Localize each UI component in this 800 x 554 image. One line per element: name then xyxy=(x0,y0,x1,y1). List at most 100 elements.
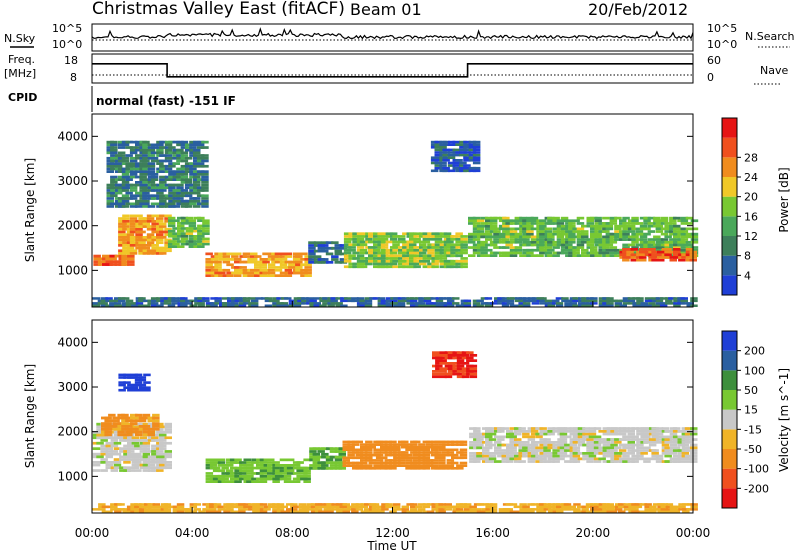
power-cell xyxy=(373,240,381,244)
velocity-cell xyxy=(147,427,155,431)
power-cell xyxy=(622,230,630,233)
power-cell xyxy=(455,248,463,252)
power-cell xyxy=(129,159,138,163)
power-cell xyxy=(463,148,471,152)
velocity-cell xyxy=(618,510,626,513)
power-cell xyxy=(568,246,576,249)
velocity-cell xyxy=(142,469,151,472)
power-cell xyxy=(121,199,130,203)
power-cell xyxy=(539,232,547,236)
power-cell xyxy=(238,302,247,305)
power-cell xyxy=(280,302,289,305)
velocity-cell xyxy=(205,477,214,481)
velocity-cell xyxy=(677,460,685,463)
velocity-cell xyxy=(164,441,172,445)
velocity-cell xyxy=(669,432,678,436)
velocity-cell xyxy=(469,427,477,430)
power-cell xyxy=(262,268,270,272)
power-cell xyxy=(180,202,189,206)
velocity-cell xyxy=(239,477,247,481)
velocity-cell xyxy=(272,505,280,509)
velocity-cell xyxy=(535,454,543,458)
power-cell xyxy=(125,164,133,168)
power-cell xyxy=(509,219,518,223)
power-cell xyxy=(110,162,118,165)
power-cell xyxy=(431,265,439,269)
velocity-cell xyxy=(212,466,221,470)
velocity-cell xyxy=(602,432,611,436)
velocity-cell xyxy=(360,451,368,454)
power-cell xyxy=(552,219,560,223)
power-cell xyxy=(602,246,610,249)
velocity-cell xyxy=(342,464,350,467)
velocity-cell xyxy=(292,510,300,513)
power-cell xyxy=(427,237,435,241)
power-cell xyxy=(446,240,454,244)
power-cell xyxy=(552,216,560,220)
velocity-cell xyxy=(535,427,543,430)
velocity-cell xyxy=(469,454,477,458)
velocity-cell xyxy=(530,454,539,458)
power-cell xyxy=(450,265,458,269)
power-cell xyxy=(184,156,193,160)
power-cell xyxy=(205,268,213,272)
power-cell xyxy=(547,240,555,244)
power-cell xyxy=(184,167,193,171)
velocity-cell xyxy=(527,460,536,463)
velocity-cell xyxy=(435,367,443,371)
power-cell xyxy=(505,232,513,236)
power-cell xyxy=(459,148,467,152)
velocity-cell xyxy=(96,428,104,431)
power-cell xyxy=(214,266,222,269)
velocity-cell xyxy=(342,508,350,511)
velocity-cell xyxy=(205,466,214,470)
power-cell xyxy=(118,230,126,234)
power-cell xyxy=(334,244,342,247)
power-cell xyxy=(681,253,689,257)
power-cell xyxy=(460,259,468,263)
power-cell xyxy=(234,304,243,307)
power-cell xyxy=(105,260,113,264)
power-cell xyxy=(572,219,580,223)
velocity-cell xyxy=(651,435,659,439)
velocity-cell xyxy=(463,510,472,513)
velocity-cell xyxy=(627,435,635,439)
velocity-cell xyxy=(582,427,590,430)
velocity-cell xyxy=(138,376,147,379)
power-cell xyxy=(680,251,689,255)
power-cell xyxy=(568,254,576,257)
power-cell xyxy=(288,271,296,275)
power-cell xyxy=(188,219,197,222)
velocity-cell xyxy=(509,503,518,506)
power-cell xyxy=(129,146,138,149)
velocity-cell xyxy=(251,461,259,464)
velocity-cell xyxy=(209,508,217,511)
power-cell xyxy=(669,238,677,241)
power-cell xyxy=(673,302,681,305)
velocity-cell xyxy=(221,472,229,475)
power-cell xyxy=(673,227,681,231)
power-cell xyxy=(114,297,122,300)
power-cell xyxy=(122,246,130,250)
velocity-cell xyxy=(229,466,238,470)
power-cell xyxy=(509,227,518,231)
power-cell xyxy=(505,240,513,244)
power-cell xyxy=(172,235,180,238)
velocity-cell xyxy=(451,456,459,460)
velocity-cell xyxy=(677,435,685,439)
power-cell xyxy=(327,304,335,307)
velocity-cell xyxy=(229,458,238,462)
power-cell xyxy=(614,235,622,239)
power-cell xyxy=(218,258,226,261)
velocity-cell xyxy=(286,472,295,475)
velocity-cell xyxy=(159,430,167,434)
velocity-cell xyxy=(286,464,295,467)
velocity-cell xyxy=(577,443,586,447)
power-cell xyxy=(201,202,209,206)
velocity-cell xyxy=(134,508,142,511)
power-cell xyxy=(427,257,435,260)
power-cell xyxy=(690,299,698,303)
velocity-cell xyxy=(539,457,547,461)
power-cell xyxy=(590,227,598,231)
colorbar-swatch xyxy=(722,429,737,449)
